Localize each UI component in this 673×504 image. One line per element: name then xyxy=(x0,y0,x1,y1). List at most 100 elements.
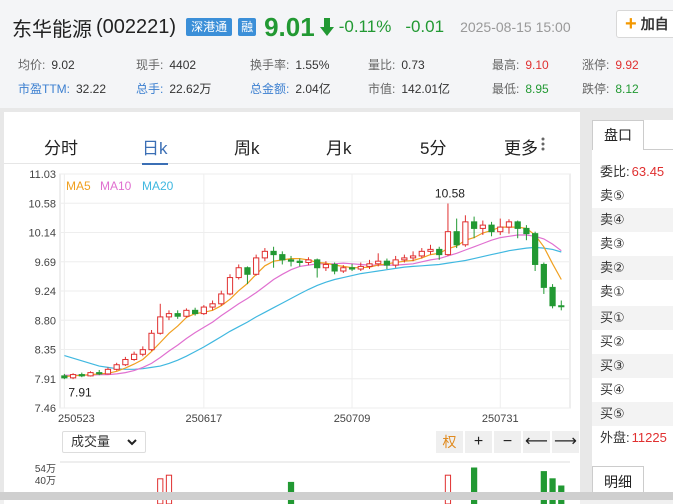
order-row: 买③ xyxy=(592,354,673,378)
adjust-button[interactable]: 权 xyxy=(436,431,463,453)
legend-ma10: MA10 xyxy=(100,179,132,193)
candle-body xyxy=(505,221,513,228)
candle-body xyxy=(409,255,417,259)
candle-body xyxy=(532,233,539,265)
candle-body xyxy=(157,316,164,334)
y-tick-label: 8.35 xyxy=(35,345,56,357)
candle-body xyxy=(401,257,408,261)
indicator-select[interactable]: 成交量 xyxy=(62,431,146,453)
quote-turnover: 换手率: 1.55% xyxy=(250,58,330,72)
add-watchlist-button[interactable]: + 加自 xyxy=(616,10,673,38)
tab-daily-k[interactable]: 日k xyxy=(142,134,168,165)
current-price: 9.01 xyxy=(264,11,315,42)
candle-body xyxy=(279,254,286,261)
stock-name: 东华能源 xyxy=(12,18,92,41)
ma5-line xyxy=(64,226,562,378)
connect-tag[interactable]: 深港通 xyxy=(186,18,233,36)
order-row: 卖④ xyxy=(592,208,673,232)
volume-tick-label: 40万 xyxy=(35,476,56,487)
order-row: 买② xyxy=(600,334,625,349)
margin-tag[interactable]: 融 xyxy=(238,18,257,36)
candle-body xyxy=(270,250,277,256)
tab-more[interactable]: 更多 xyxy=(504,139,538,158)
change-amount: -0.01 xyxy=(405,17,445,36)
candle-body xyxy=(357,265,364,270)
title-row: 东华能源 (002221) 深港通 融 9.01 -0.11% -0.01 20… xyxy=(12,10,571,44)
candle-body xyxy=(78,374,85,377)
candle-body xyxy=(348,267,356,270)
candle-body xyxy=(418,250,425,257)
y-tick-label: 9.69 xyxy=(35,257,56,269)
tab-monthly-k[interactable]: 月k xyxy=(326,139,352,158)
candle-body xyxy=(488,224,495,233)
quote-high: 最高: 9.10 xyxy=(492,58,549,72)
candle-body xyxy=(139,349,146,355)
candle-body xyxy=(148,332,155,351)
candle-body xyxy=(322,263,330,269)
tab-order-book[interactable]: 盘口 xyxy=(592,120,644,150)
candle-body xyxy=(235,267,242,279)
candle-body xyxy=(540,263,547,288)
chevron-down-icon xyxy=(127,439,137,446)
quote-header: 东华能源 (002221) 深港通 融 9.01 -0.11% -0.01 20… xyxy=(0,0,673,108)
quote-amount: 总金额: 2.04亿 xyxy=(250,82,331,96)
quote-low: 最低: 8.95 xyxy=(492,82,549,96)
candle-body xyxy=(61,375,68,379)
outer-volume: 外盘: 11225 xyxy=(600,430,667,445)
pan-left-button[interactable]: ⟵ xyxy=(523,431,550,453)
candle-body xyxy=(165,313,173,318)
quote-vol-ratio: 量比: 0.73 xyxy=(368,58,425,72)
y-tick-label: 10.14 xyxy=(28,228,56,240)
y-tick-label: 10.58 xyxy=(28,198,56,210)
y-tick-label: 7.46 xyxy=(35,403,56,415)
candle-body xyxy=(479,224,486,229)
tab-5min[interactable]: 5分 xyxy=(420,139,447,158)
quote-total-vol: 总手: 22.62万 xyxy=(136,82,212,96)
order-row: 买① xyxy=(592,306,673,330)
candle-body xyxy=(314,259,321,269)
order-row: 卖③ xyxy=(600,236,625,251)
order-row: 卖① xyxy=(600,284,625,299)
y-tick-label: 9.24 xyxy=(35,286,56,298)
ma10-line xyxy=(64,234,562,376)
quote-mcap: 市值: 142.01亿 xyxy=(368,82,451,96)
volume-tick-label: 54万 xyxy=(35,464,56,475)
down-arrow-icon xyxy=(319,18,334,36)
candle-body xyxy=(296,260,303,263)
candle-body xyxy=(244,267,251,275)
candle-body xyxy=(113,364,120,370)
zoom-out-button[interactable]: − xyxy=(494,431,521,453)
legend-ma20: MA20 xyxy=(142,179,174,193)
order-ratio: 委比: 63.45 xyxy=(600,164,665,179)
bottom-scrollbar[interactable] xyxy=(0,492,673,500)
tab-timeshare[interactable]: 分时 xyxy=(44,139,78,158)
quote-limit-up: 涨停: 9.92 xyxy=(582,58,639,72)
order-row: 卖⑤ xyxy=(600,188,625,203)
period-tabs: 分时 日k 周k 月k 5分 更多 xyxy=(4,128,580,165)
quote-pe[interactable]: 市盈TTM: 32.22 xyxy=(18,82,107,96)
candle-body xyxy=(192,309,199,315)
candle-body xyxy=(497,226,504,233)
candle-body xyxy=(453,231,460,246)
candle-body xyxy=(444,231,452,256)
tab-divider xyxy=(644,149,673,150)
candle-body xyxy=(261,250,268,259)
x-tick-label: 250523 xyxy=(58,413,95,425)
quote-avg: 均价: 9.02 xyxy=(18,58,75,72)
candle-body xyxy=(218,293,225,305)
chart-panel: 分时 日k 周k 月k 5分 更多 11.03 10.58 10.14 9.69 9.2… xyxy=(4,112,580,504)
zoom-in-button[interactable]: + xyxy=(465,431,492,453)
chart-tools: 权 + − ⟵ ⟶ xyxy=(436,431,581,453)
candle-body xyxy=(558,305,565,308)
quote-timestamp: 2025-08-15 15:00 xyxy=(460,19,571,35)
candle-body xyxy=(209,303,216,308)
candle-body xyxy=(104,368,112,375)
stock-code: (002221) xyxy=(96,15,177,38)
tab-weekly-k[interactable]: 周k xyxy=(234,139,260,158)
pan-right-button[interactable]: ⟶ xyxy=(552,431,579,453)
order-row: 买④ xyxy=(600,382,625,397)
more-dots-icon[interactable] xyxy=(541,136,545,152)
plus-icon: + xyxy=(625,12,637,35)
y-tick-label: 11.03 xyxy=(29,169,56,181)
quote-limit-down: 跌停: 8.12 xyxy=(582,82,639,96)
